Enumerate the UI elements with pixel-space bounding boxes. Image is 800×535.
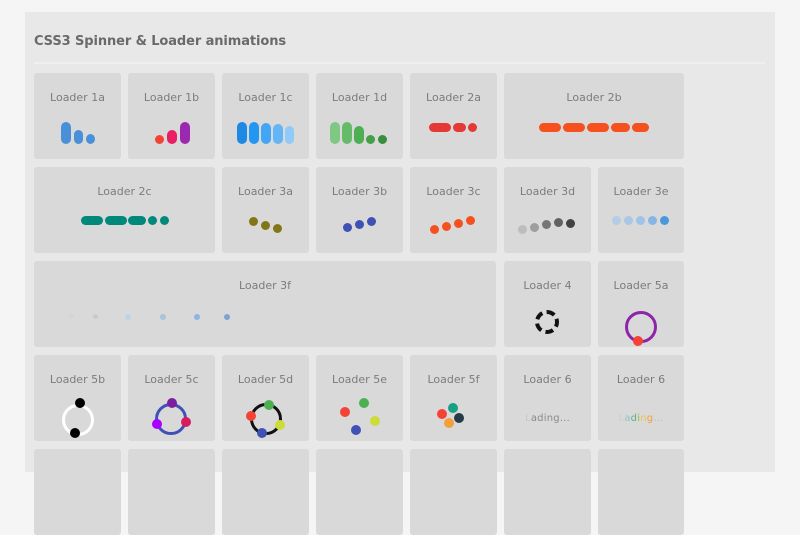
loader-label: Loader 5f (427, 373, 480, 386)
loader-tile-5b[interactable]: Loader 5b (34, 355, 121, 441)
loader-label: Loader 3e (613, 185, 669, 198)
loader-tile-row5-2[interactable] (128, 449, 215, 535)
bars-icon (128, 117, 215, 151)
loader-tile-3f[interactable]: Loader 3f (34, 261, 496, 347)
dots-icon (316, 211, 403, 245)
loader-tile-row5-5[interactable] (410, 449, 497, 535)
loading-text-colored: Lading... (618, 413, 664, 424)
page-title: CSS3 Spinner & Loader animations (34, 34, 286, 49)
dots-icon (598, 211, 684, 245)
loader-label: Loader 3b (331, 185, 388, 198)
loader-label: Loader 3c (426, 185, 481, 198)
loader-tile-1c[interactable]: Loader 1c (222, 73, 309, 159)
loader-tile-row5-6[interactable] (504, 449, 591, 535)
loader-label: Loader 4 (523, 279, 572, 292)
orbit-ring-icon (34, 398, 121, 438)
cluster-dots-icon (410, 399, 497, 433)
loader-tile-3c[interactable]: Loader 3c (410, 167, 497, 253)
loader-tile-1b[interactable]: Loader 1b (128, 73, 215, 159)
loader-tile-1d[interactable]: Loader 1d (316, 73, 403, 159)
bars-icon (34, 117, 121, 151)
loader-label: Loader 3f (238, 279, 292, 292)
title-divider (34, 62, 765, 64)
bars-icon (316, 117, 403, 151)
dots-icon (34, 305, 496, 339)
loader-label: Loader 3d (519, 185, 576, 198)
loader-tile-6b[interactable]: Loader 6 Lading... (598, 355, 684, 441)
loader-tile-1a[interactable]: Loader 1a (34, 73, 121, 159)
loading-text: Lading... (525, 413, 570, 424)
loader-label: Loader 5e (332, 373, 387, 386)
loader-label: Loader 6 (523, 373, 572, 386)
loader-label: Loader 2c (97, 185, 152, 198)
dots-icon (504, 211, 591, 245)
loader-tile-5a[interactable]: Loader 5a (598, 261, 684, 347)
loader-label: Loader 5c (144, 373, 199, 386)
dashes-icon (34, 211, 215, 245)
loader-tile-5d[interactable]: Loader 5d (222, 355, 309, 441)
dashes-icon (504, 117, 684, 151)
bars-icon (222, 117, 309, 151)
loading-text-value: ading... (530, 413, 570, 424)
dashed-ring-icon (504, 305, 591, 339)
loader-label: Loader 1b (143, 91, 200, 104)
loader-label: Loader 5d (237, 373, 294, 386)
loader-tile-2a[interactable]: Loader 2a (410, 73, 497, 159)
loader-label: Loader 5a (613, 279, 669, 292)
loader-label: Loader 1a (50, 91, 105, 104)
loader-tile-5f[interactable]: Loader 5f (410, 355, 497, 441)
loader-label: Loader 2a (426, 91, 481, 104)
orbit-ring-icon (128, 398, 215, 435)
orbit-ring-icon (222, 399, 309, 438)
loader-tile-2c[interactable]: Loader 2c (34, 167, 215, 253)
loader-label: Loader 1c (238, 91, 293, 104)
loader-tile-3b[interactable]: Loader 3b (316, 167, 403, 253)
loader-label: Loader 1d (331, 91, 388, 104)
orbit-ring-icon (598, 305, 684, 346)
loader-label: Loader 3a (238, 185, 293, 198)
loader-tile-5c[interactable]: Loader 5c (128, 355, 215, 441)
scatter-dots-icon (316, 398, 403, 435)
dots-icon (222, 211, 309, 245)
loader-label: Loader 2b (566, 91, 622, 104)
loader-tile-2b[interactable]: Loader 2b (504, 73, 684, 159)
loader-tile-3d[interactable]: Loader 3d (504, 167, 591, 253)
loader-label: Loader 5b (49, 373, 106, 386)
dots-icon (410, 211, 497, 245)
loader-tile-3e[interactable]: Loader 3e (598, 167, 684, 253)
loader-tile-6a[interactable]: Loader 6 Lading... (504, 355, 591, 441)
loader-tile-4[interactable]: Loader 4 (504, 261, 591, 347)
loader-tile-3a[interactable]: Loader 3a (222, 167, 309, 253)
loader-label: Loader 6 (616, 373, 666, 386)
loader-tile-5e[interactable]: Loader 5e (316, 355, 403, 441)
loader-tile-row5-7[interactable] (598, 449, 684, 535)
loader-tile-row5-4[interactable] (316, 449, 403, 535)
dashes-icon (410, 117, 497, 151)
loader-tile-row5-1[interactable] (34, 449, 121, 535)
loader-tile-row5-3[interactable] (222, 449, 309, 535)
